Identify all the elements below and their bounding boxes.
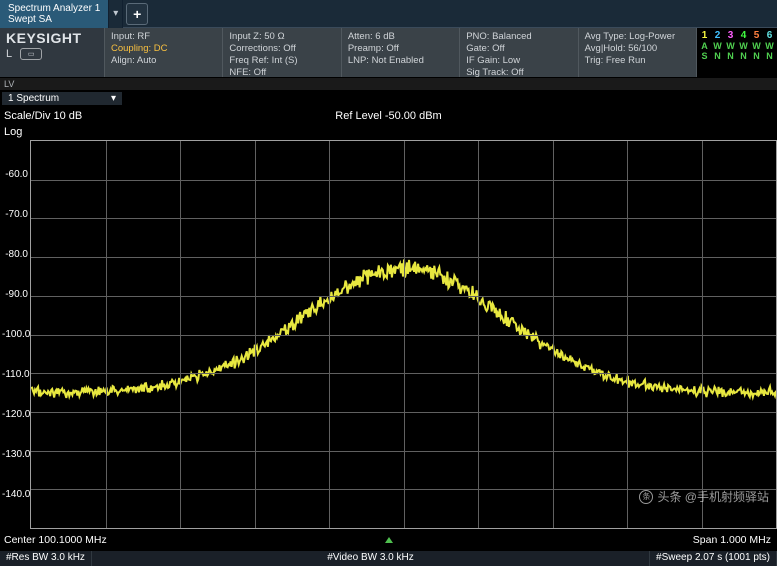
log-label: Log [0,126,777,140]
spectrum-dropdown[interactable]: 1 Spectrum▾ [2,92,122,105]
bottom-freq-row: Center 100.1000 MHz Span 1.000 MHz [0,529,777,551]
app-tab-row: Spectrum Analyzer 1 Swept SA ▾ + [0,0,777,28]
spectrum-row: 1 Spectrum▾ [0,90,777,106]
tab-dropdown-icon[interactable]: ▾ [109,0,123,28]
spectrum-chart: -60.0-70.0-80.0-90.0-100.0-110.0-120.0-1… [0,140,777,529]
resbw-label: #Res BW 3.0 kHz [0,551,92,566]
chart-label-row: Scale/Div 10 dB Ref Level -50.00 dBm [0,106,777,126]
sweep-label: #Sweep 2.07 s (1001 pts) [650,551,777,566]
scale-div-label: Scale/Div 10 dB [0,110,82,122]
brand-mode: L ▭ [6,48,98,60]
info-col-input: Input: RFCoupling: DCAlign: Auto [105,28,223,77]
trace-indicator-column: 123456 AWWWWW SNNNNN [697,28,777,77]
watermark: 条 头条 @手机射频驿站 [639,488,769,505]
lv-indicator: LV [0,78,777,90]
header-info-bar: KEYSIGHT L ▭ Input: RFCoupling: DCAlign:… [0,28,777,78]
brand-label: KEYSIGHT [6,30,98,46]
span-label: Span 1.000 MHz [693,534,771,546]
add-tab-button[interactable]: + [126,3,148,25]
tab-line1: Spectrum Analyzer 1 [8,3,100,14]
bottom-bw-row: #Res BW 3.0 kHz #Video BW 3.0 kHz #Sweep… [0,551,777,566]
trace-row-2: SNNNNN [699,51,775,61]
info-col-avg: Avg Type: Log-PowerAvg|Hold: 56/100Trig:… [579,28,697,77]
marker-up-icon [385,537,393,543]
ref-level-label: Ref Level -50.00 dBm [335,110,441,122]
info-col-atten: Atten: 6 dBPreamp: OffLNP: Not Enabled [342,28,460,77]
vidbw-label: #Video BW 3.0 kHz [92,551,650,566]
chevron-down-icon: ▾ [111,93,116,104]
center-freq-label: Center 100.1000 MHz [0,534,107,546]
trace-row-1: AWWWWW [699,41,775,51]
trace-numbers: 123456 [699,30,775,41]
analyzer-tab[interactable]: Spectrum Analyzer 1 Swept SA [0,0,109,28]
y-axis-ticks: -60.0-70.0-80.0-90.0-100.0-110.0-120.0-1… [0,140,30,529]
display-icon: ▭ [20,48,42,60]
plot-area [30,140,777,529]
info-col-impedance: Input Z: 50 ΩCorrections: OffFreq Ref: I… [223,28,341,77]
info-col-pno: PNO: BalancedGate: OffIF Gain: LowSig Tr… [460,28,578,77]
center-marker [383,534,395,546]
tab-line2: Swept SA [8,14,52,25]
brand-column: KEYSIGHT L ▭ [0,28,105,77]
watermark-icon: 条 [639,490,653,504]
